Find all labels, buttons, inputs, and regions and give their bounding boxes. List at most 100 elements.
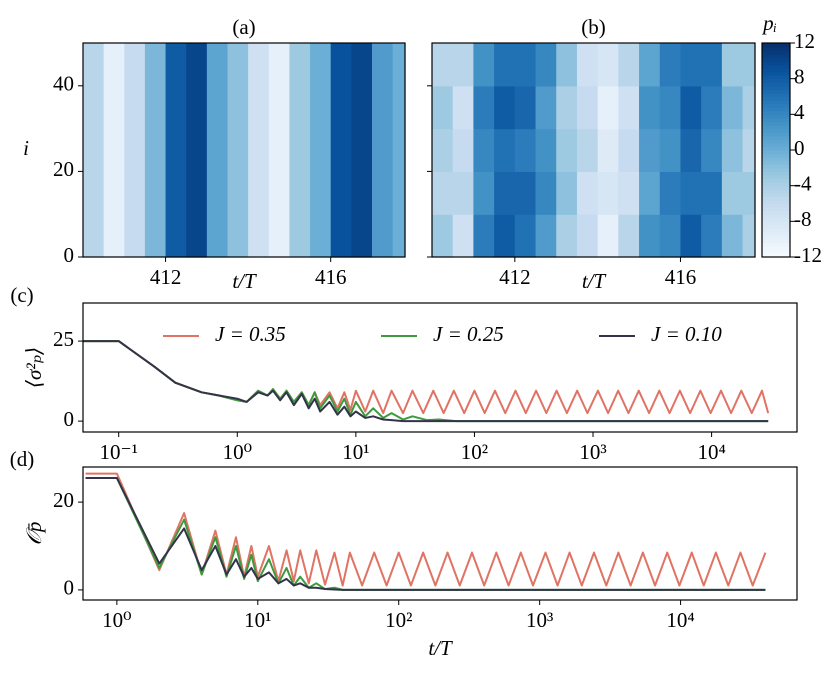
colorbar-step [762,110,790,115]
y-axis-label: ⟨σ²ₚ⟩ [22,347,46,388]
heat-cell [452,128,475,172]
heat-cell [206,43,229,258]
colorbar-tick-label: -8 [794,207,812,231]
x-tick-label: 10² [461,440,488,464]
colorbar-step [762,167,790,172]
data-line [85,476,766,591]
heat-cell [576,214,599,258]
colorbar-step [762,146,790,151]
colorbar-step [762,96,790,101]
heat-cell [535,128,557,172]
heat-cell [576,43,599,87]
data-line [83,340,770,415]
y-tick-label: 20 [53,488,74,512]
x-tick-label: 416 [315,265,347,289]
heat-cell [227,43,249,258]
colorbar-step [762,246,790,251]
colorbar-step [762,232,790,237]
heat-cell [351,43,373,258]
heat-cell [680,43,702,87]
x-tick-label: 10¹ [244,608,271,632]
colorbar-step [762,78,790,83]
heat-cell [659,85,682,130]
heat-cell [597,43,619,87]
heat-cell [721,214,744,258]
colorbar-tick-label: -4 [794,171,812,195]
heat-cell [618,128,640,172]
heat-cell [535,214,557,258]
heat-cell [639,128,661,172]
x-axis-label: t/T [582,269,607,293]
colorbar-tick-label: -12 [794,243,822,267]
colorbar-tick-label: 12 [794,29,815,53]
data-line [85,472,767,587]
colorbar-tick-label: 8 [794,64,805,88]
colorbar-step [762,196,790,201]
heat-cell [576,128,599,172]
colorbar-step [762,199,790,204]
heat-cell [659,214,682,258]
colorbar-step [762,157,790,162]
heat-cell [514,128,537,172]
legend-label: J = 0.25 [433,322,504,346]
heat-cell [597,85,619,130]
colorbar-step [762,235,790,240]
heat-cell [103,43,125,258]
y-tick-label: 20 [53,157,74,181]
colorbar-step [762,221,790,226]
heat-cell [494,171,516,215]
colorbar-step [762,242,790,247]
y-tick-label: 0 [64,407,75,431]
heat-cell [742,128,756,172]
colorbar-step [762,217,790,222]
heat-cell [330,43,352,258]
colorbar-step [762,71,790,76]
heat-cell [742,43,756,87]
heat-cell [494,128,516,172]
x-axis-label: t/T [232,269,257,293]
axes-frame [82,42,406,258]
heat-cell [473,43,495,87]
heat-cell [514,85,537,130]
colorbar-step [762,100,790,105]
colorbar-step [762,228,790,233]
heat-cell [556,171,578,215]
heat-cell [289,43,311,258]
x-tick-label: 10³ [579,440,606,464]
heat-cell [721,43,744,87]
colorbar-step [762,121,790,126]
colorbar-step [762,224,790,229]
heat-cell [310,43,332,258]
heat-cell [473,214,495,258]
heat-cell [473,128,495,172]
legend-label: J = 0.10 [651,322,722,346]
heat-cell [514,171,537,215]
panel-label: (c) [10,283,33,307]
x-tick-label: 412 [499,265,531,289]
colorbar-label: pᵢ [761,11,777,35]
colorbar-step [762,174,790,180]
heat-cell [165,43,187,258]
colorbar-step [762,189,790,194]
colorbar-step [762,89,790,94]
heat-cell [452,43,475,87]
heat-cell [721,85,744,130]
heat-cell [556,128,578,172]
heat-cell [452,171,475,215]
heat-cell [576,85,599,130]
colorbar-step [762,210,790,215]
x-tick-label: 10⁴ [666,608,694,632]
colorbar-step [762,75,790,80]
heat-cell [618,43,640,87]
heat-cell [639,214,661,258]
heat-cell [494,43,516,87]
heat-cell [473,171,495,215]
heat-cell [576,171,599,215]
heat-cell [514,43,537,87]
heat-cell [639,85,661,130]
colorbar-step [762,132,790,137]
heat-cell [701,85,723,130]
x-tick-label: 10⁴ [697,440,725,464]
axes-frame [82,466,798,601]
